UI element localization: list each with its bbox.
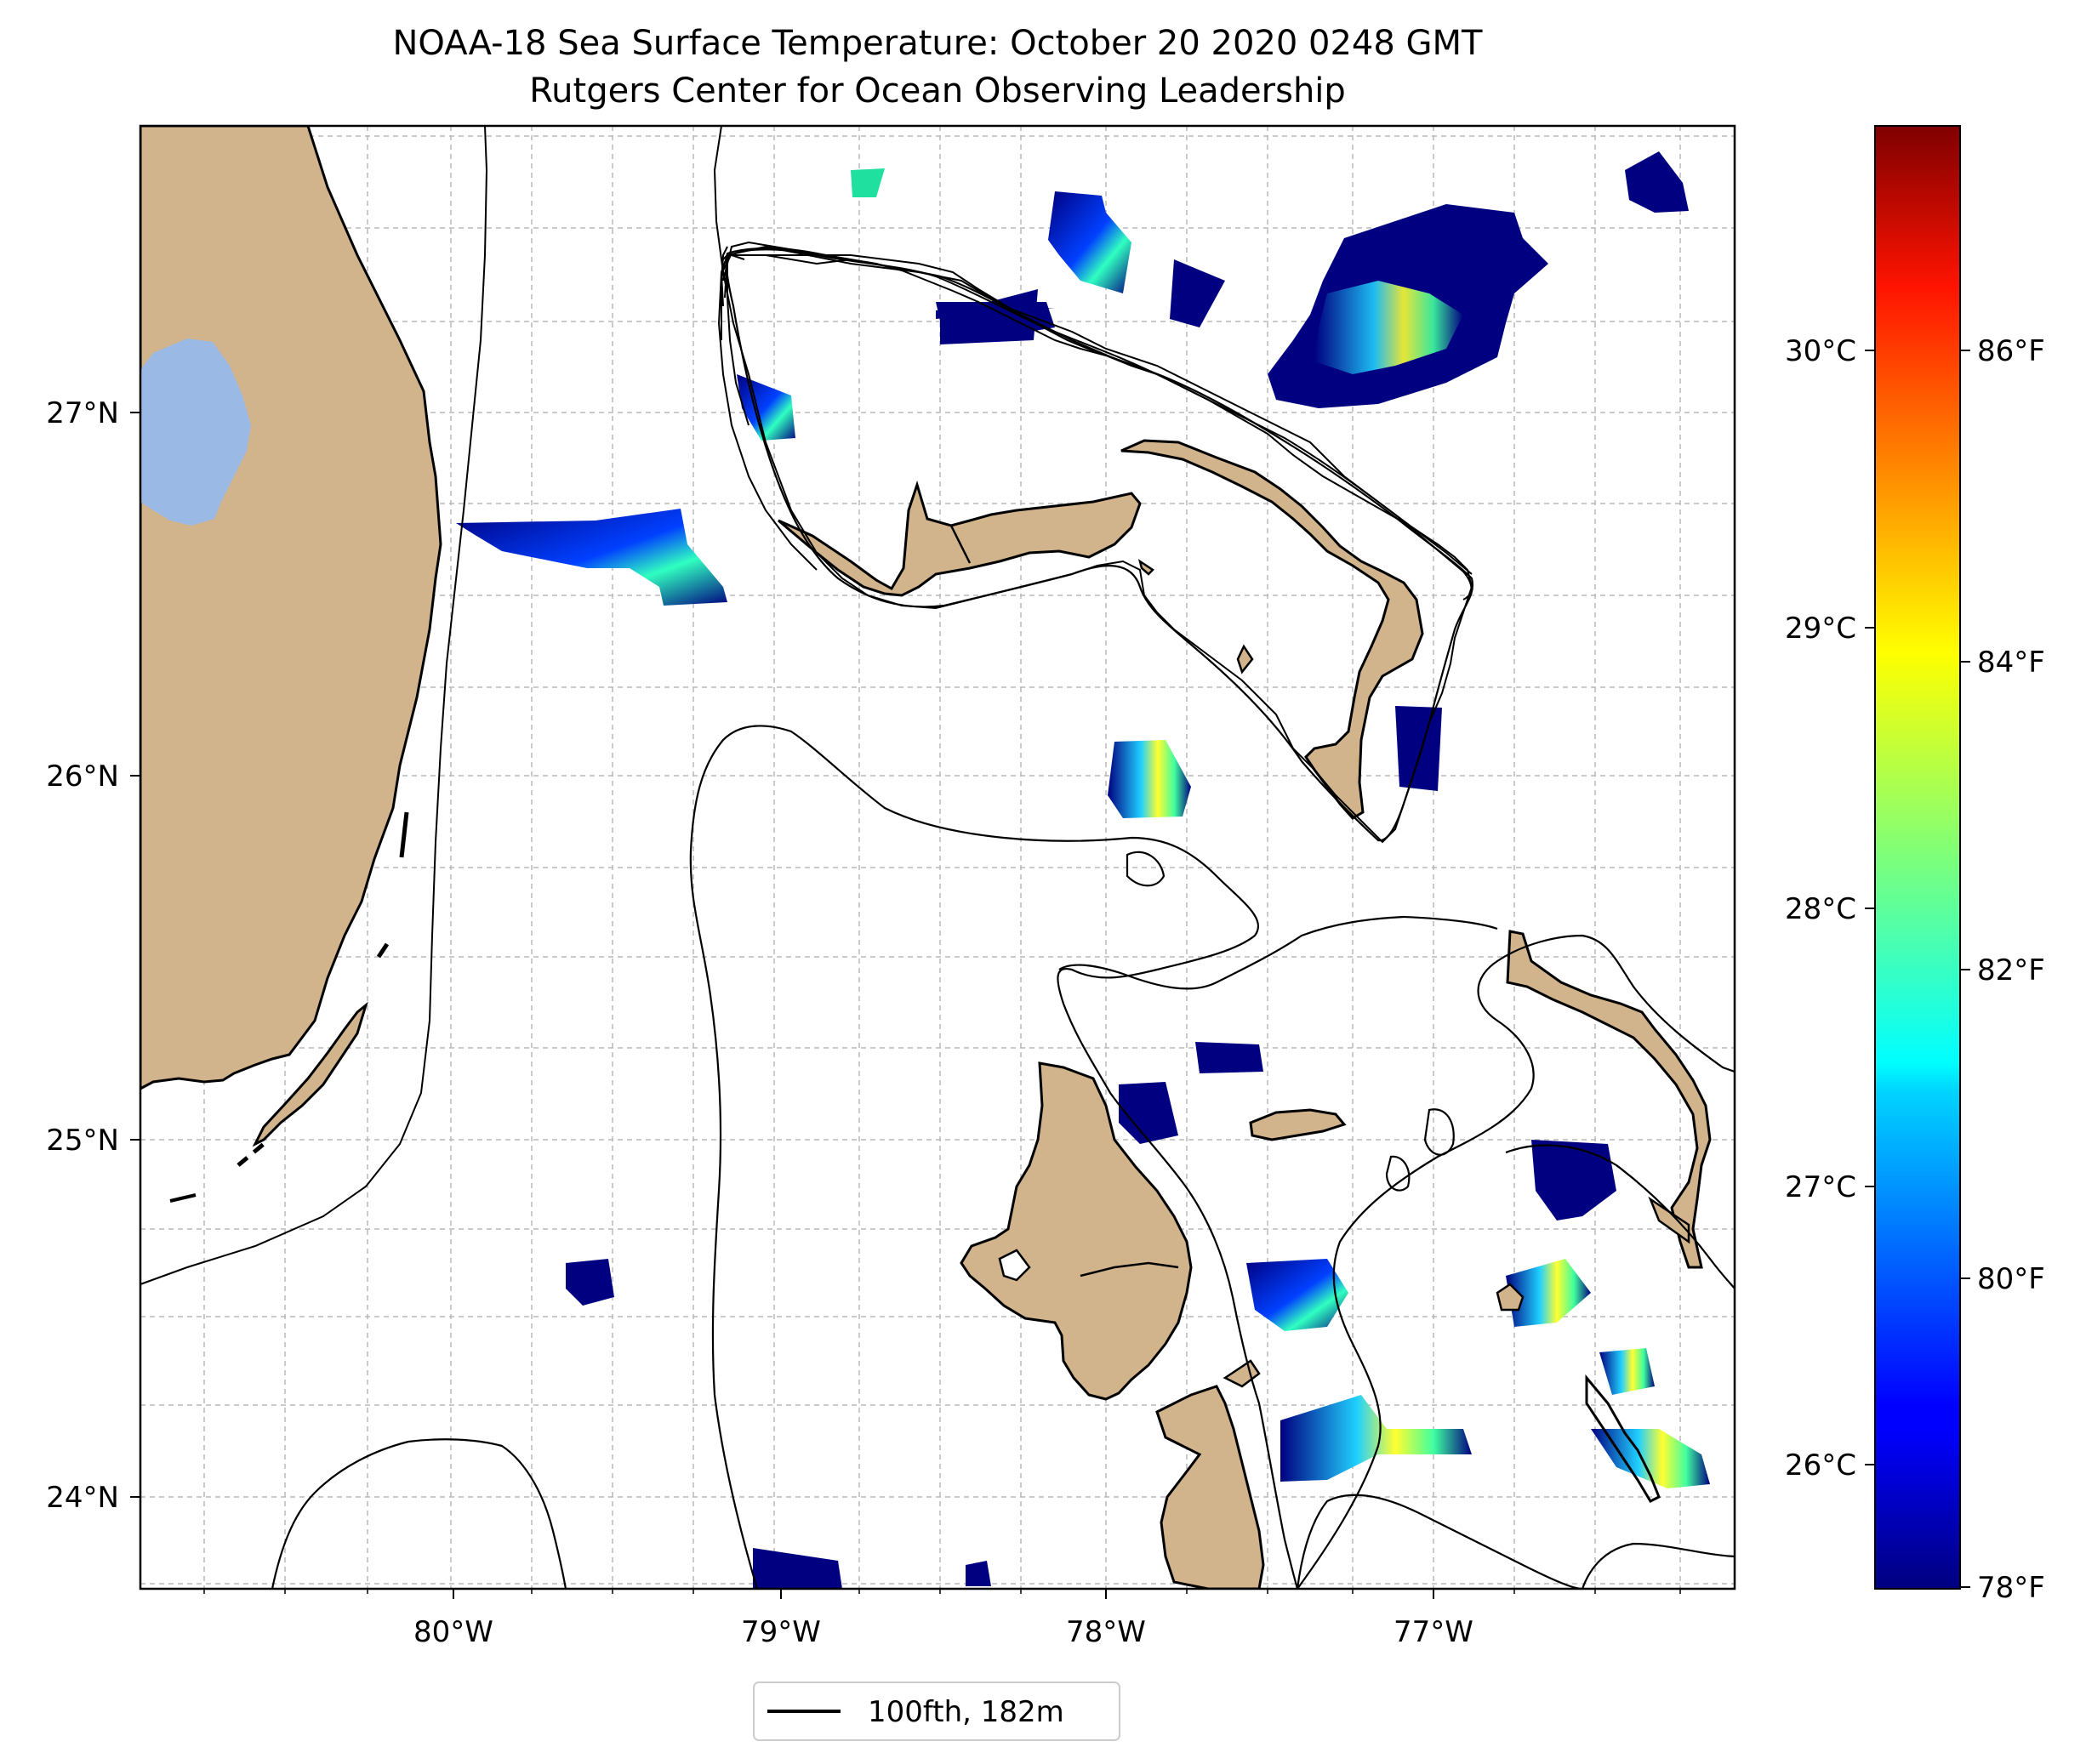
colorbar-gradient <box>1874 125 1961 1590</box>
sst-patch-north-east-warm <box>1314 281 1463 374</box>
lon-label-78w: 78°W <box>1066 1615 1146 1649</box>
sst-patch-southwest <box>566 1259 614 1306</box>
sst-patch-east-mid <box>1395 706 1442 791</box>
map-frame <box>139 124 1736 1590</box>
legend-box <box>753 1681 1120 1741</box>
contour-100fth-main <box>271 247 1735 1589</box>
lat-label-26n: 26°N <box>46 760 119 794</box>
land-florida-keys <box>252 1001 368 1147</box>
colorbar: 30°C 29°C 28°C 27°C 26°C 86°F 84°F 82°F … <box>1785 125 2045 1605</box>
colorbar-fahrenheit-86: 86°F <box>1977 334 2045 368</box>
colorbar-celsius-28: 28°C <box>1785 892 1856 926</box>
sst-patch-andros-east <box>1119 1082 1178 1144</box>
sst-patch-bahama-ne <box>940 289 1038 344</box>
sst-patch-florida-strait <box>456 509 727 606</box>
axis-ticks <box>130 412 1434 1599</box>
lat-label-25n: 25°N <box>46 1124 119 1158</box>
longitude-labels: 80°W 79°W 78°W 77°W <box>413 1615 1473 1649</box>
land-andros <box>960 1061 1193 1401</box>
colorbar-celsius-27: 27°C <box>1785 1170 1856 1204</box>
legend: 100fth, 182m <box>753 1681 1120 1741</box>
contour-andros-bank <box>1058 915 1498 990</box>
sst-patch-southeast-3 <box>1531 1140 1616 1221</box>
lon-label-79w: 79°W <box>741 1615 821 1649</box>
sst-patch-southeast-2 <box>1280 1395 1472 1482</box>
sst-patch-north-far-east <box>1625 151 1689 213</box>
colorbar-fahrenheit-84: 84°F <box>1977 646 2045 680</box>
land-andros-south <box>1155 1385 1265 1589</box>
lat-label-27n: 27°N <box>46 396 119 430</box>
sst-patch-southeast-5 <box>1599 1348 1655 1395</box>
colorbar-fahrenheit-78: 78°F <box>1977 1571 2045 1605</box>
sst-patch-small-2 <box>966 1561 991 1586</box>
sst-patch-southeast-1 <box>1246 1259 1348 1331</box>
colorbar-celsius-30: 30°C <box>1785 334 1856 368</box>
colorbar-celsius-26: 26°C <box>1785 1448 1856 1482</box>
sst-patch-top-small <box>851 168 885 197</box>
latitude-labels: 27°N 26°N 25°N 24°N <box>46 396 119 1515</box>
legend-label: 100fth, 182m <box>868 1695 1064 1729</box>
sst-patch-andros-central <box>1195 1042 1263 1073</box>
sst-patch-north-central <box>1048 191 1131 293</box>
sst-patch-sw-bottom <box>753 1548 842 1589</box>
map-area <box>140 126 1735 1589</box>
sst-patch-small-1 <box>1170 259 1225 327</box>
sst-patches <box>456 151 1710 1589</box>
sst-patch-southeast-4 <box>1506 1259 1591 1327</box>
lake-okeechobee <box>140 339 251 526</box>
sst-patch-grand-bahama-west <box>737 374 795 441</box>
land-new-providence <box>1249 1108 1347 1141</box>
colorbar-celsius-29: 29°C <box>1785 612 1856 646</box>
map-title: NOAA-18 Sea Surface Temperature: October… <box>393 24 1484 63</box>
lon-label-77w: 77°W <box>1394 1615 1473 1649</box>
sst-patch-central <box>1108 740 1191 818</box>
colorbar-fahrenheit-80: 80°F <box>1977 1262 2045 1296</box>
colorbar-fahrenheit-82: 82°F <box>1977 953 2045 987</box>
sst-patch-southeast-6 <box>1591 1429 1710 1488</box>
lon-label-80w: 80°W <box>413 1615 493 1649</box>
map-subtitle: Rutgers Center for Ocean Observing Leade… <box>529 71 1346 111</box>
lat-label-24n: 24°N <box>46 1481 119 1515</box>
